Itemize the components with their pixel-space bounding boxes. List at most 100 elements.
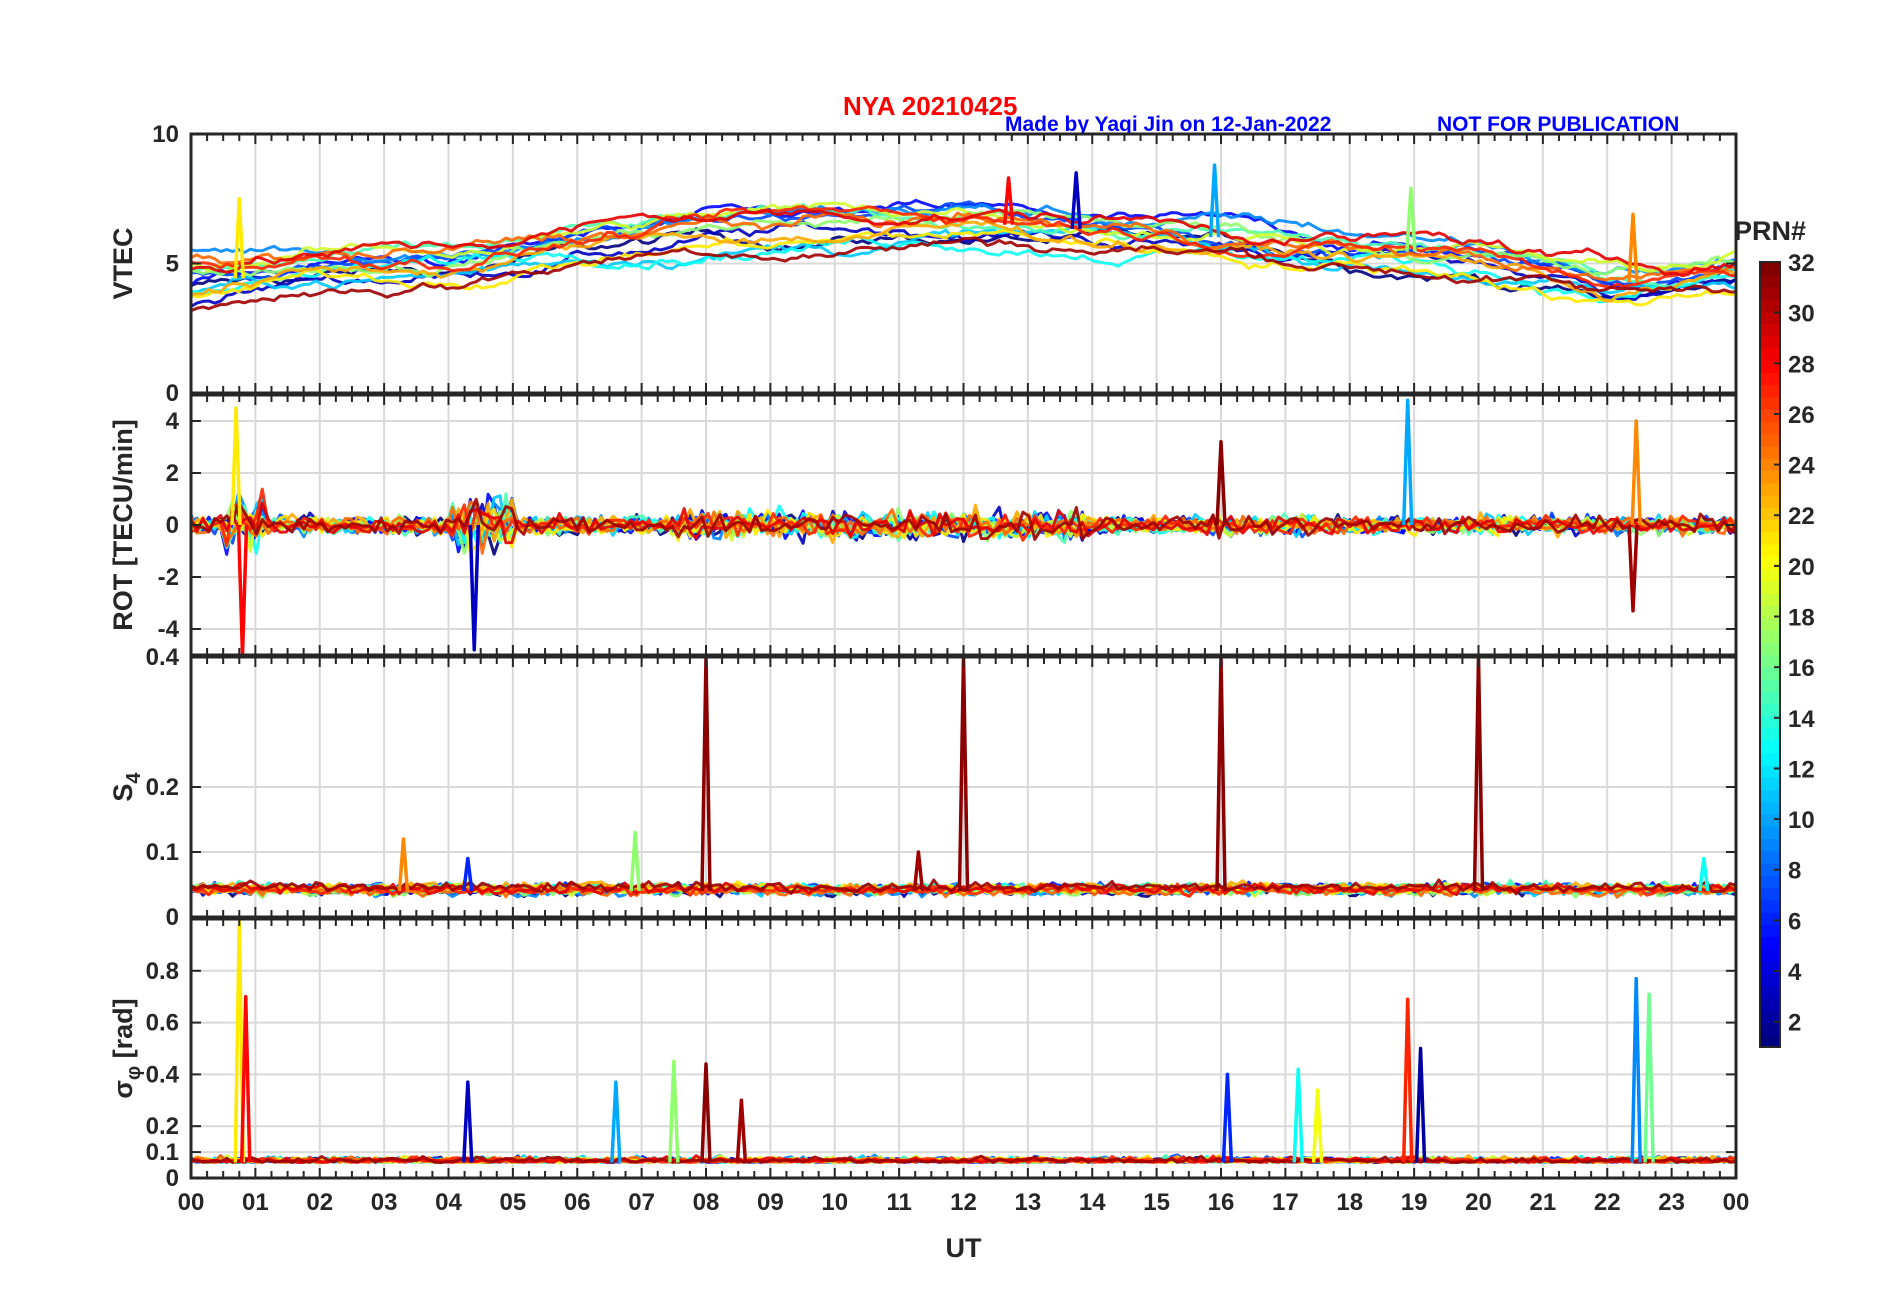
- event-spike: [233, 197, 246, 279]
- series-prn-31: [191, 236, 1736, 313]
- colorbar-segment: [1760, 335, 1780, 349]
- event-spike: [230, 406, 242, 526]
- x-tick-label: 03: [371, 1189, 398, 1216]
- tick-marks: [190, 395, 1737, 655]
- colorbar-segment: [1760, 875, 1780, 889]
- colorbar-segment: [1760, 789, 1780, 803]
- x-axis-label: UT: [946, 1233, 982, 1263]
- y-tick-label: 0.1: [146, 839, 179, 866]
- colorbar-segment: [1760, 421, 1780, 435]
- x-tick-label: 19: [1401, 1189, 1428, 1216]
- series-prn-27: [191, 205, 1736, 289]
- series-prn-29: [191, 208, 1736, 278]
- event-spike: [1002, 176, 1015, 225]
- colorbar-segment: [1760, 323, 1780, 337]
- colorbar-segment: [1760, 396, 1780, 410]
- x-tick-label: 00: [178, 1189, 205, 1216]
- x-axis: 00 01 02 03 04 05 06 07 08 09 10 11 12 13 14 15 16 17 18 19…: [178, 1189, 1750, 1263]
- y-tick-label: 0: [166, 1165, 179, 1192]
- colorbar-segment: [1760, 691, 1780, 705]
- colorbar-segment: [1760, 826, 1780, 840]
- colorbar-tick-label: 2: [1788, 1010, 1801, 1037]
- panel-3: 0 0.1 0.2 0.4 S4: [108, 644, 1738, 931]
- x-tick-label: 04: [435, 1189, 462, 1216]
- series-prn-7: [191, 200, 1736, 289]
- colorbar-tick-label: 28: [1788, 351, 1815, 378]
- y-tick-label: 0.4: [146, 644, 180, 671]
- series-prn-31: [191, 497, 1736, 541]
- x-tick-label: 01: [242, 1189, 269, 1216]
- colorbar-tick-label: 26: [1788, 402, 1815, 429]
- x-tick-label: 13: [1015, 1189, 1042, 1216]
- y-axis-label: S4: [108, 772, 145, 802]
- y-axis-label: ROT [TECU/min]: [108, 419, 138, 630]
- event-spike: [668, 1059, 680, 1163]
- series-prn-25: [191, 883, 1736, 899]
- event-spike: [1630, 976, 1642, 1163]
- colorbar-segment: [1760, 544, 1780, 557]
- event-spike: [629, 830, 641, 892]
- colorbar-segment: [1760, 936, 1780, 950]
- x-tick-label: 20: [1465, 1189, 1492, 1216]
- series-prn-19: [191, 201, 1736, 273]
- y-tick-label: 2: [166, 460, 179, 487]
- colorbar-segment: [1760, 384, 1780, 398]
- chart-title: NYA 20210425: [843, 91, 1017, 121]
- x-tick-label: 22: [1594, 1189, 1621, 1216]
- x-tick-label: 18: [1336, 1189, 1363, 1216]
- colorbar-segment: [1760, 777, 1780, 791]
- colorbar-segment: [1760, 863, 1780, 876]
- event-spike: [462, 856, 474, 892]
- colorbar-segment: [1760, 1022, 1780, 1036]
- panel-1: 0 5 10 VTEC: [108, 121, 1738, 407]
- x-tick-label: 16: [1208, 1189, 1235, 1216]
- colorbar-segment: [1760, 666, 1780, 680]
- event-spike: [1472, 657, 1485, 892]
- event-spike: [1221, 1072, 1234, 1163]
- colorbar-segment: [1760, 654, 1780, 668]
- event-spike: [1627, 524, 1639, 613]
- x-tick-label: 02: [306, 1189, 333, 1216]
- colorbar-segment: [1760, 715, 1780, 729]
- colorbar-tick-label: 10: [1788, 807, 1815, 834]
- colorbar-segment: [1760, 973, 1780, 987]
- colorbar-segment: [1760, 838, 1780, 852]
- series-prn-23: [191, 220, 1736, 303]
- colorbar-segment: [1760, 997, 1780, 1011]
- event-spike: [239, 994, 252, 1163]
- notice-text: NOT FOR PUBLICATION: [1437, 113, 1679, 136]
- series-group: [191, 163, 1736, 313]
- colorbar-segment: [1760, 899, 1780, 913]
- y-tick-label: 10: [152, 121, 179, 148]
- y-tick-label: 0: [166, 904, 179, 931]
- event-spike: [1401, 997, 1414, 1163]
- y-tick-label: 5: [166, 251, 179, 278]
- event-spike: [912, 850, 925, 892]
- colorbar-segment: [1760, 593, 1780, 607]
- colorbar-segment: [1760, 470, 1780, 484]
- x-tick-label: 08: [693, 1189, 720, 1216]
- colorbar-segment: [1760, 703, 1780, 717]
- colorbar-label: PRN#: [1734, 216, 1806, 246]
- colorbar-segment: [1760, 311, 1780, 324]
- colorbar-segment: [1760, 605, 1780, 619]
- colorbar-segment: [1760, 642, 1780, 656]
- colorbar-segment: [1760, 728, 1780, 741]
- x-tick-label: 10: [821, 1189, 848, 1216]
- x-tick-label: 17: [1272, 1189, 1299, 1216]
- colorbar-segment: [1760, 985, 1780, 999]
- tick-marks: [190, 919, 1737, 1178]
- colorbar-segment: [1760, 617, 1780, 631]
- colorbar-segment: [1760, 948, 1780, 962]
- y-tick-label: 0: [166, 512, 179, 539]
- colorbar-tick-label: 18: [1788, 605, 1815, 632]
- x-tick-label: 00: [1723, 1189, 1750, 1216]
- series-group: [191, 398, 1736, 655]
- credit-text: Made by Yaqi Jin on 12-Jan-2022: [1005, 113, 1331, 136]
- event-spike: [462, 1080, 474, 1163]
- event-spike: [1414, 1046, 1427, 1163]
- x-tick-label: 14: [1079, 1189, 1106, 1216]
- x-tick-label: 15: [1143, 1189, 1170, 1216]
